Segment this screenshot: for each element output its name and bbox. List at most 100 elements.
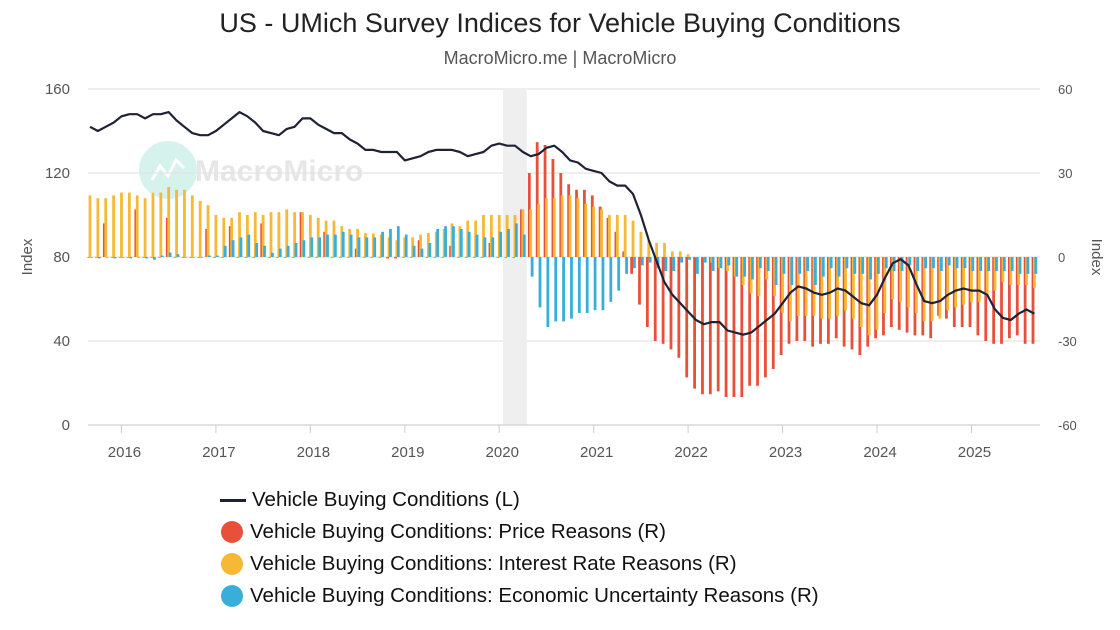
- bar-price-reasons: [740, 257, 744, 397]
- bar-economic-uncertainty-reasons: [514, 223, 518, 257]
- bar-economic-uncertainty-reasons: [743, 257, 747, 277]
- bar-economic-uncertainty-reasons: [664, 257, 668, 271]
- bar-economic-uncertainty-reasons: [593, 257, 597, 311]
- bar-interest-rate-reasons: [757, 257, 761, 297]
- bar-interest-rate-reasons: [364, 233, 367, 257]
- bar-economic-uncertainty-reasons: [286, 245, 290, 257]
- bar-price-reasons: [732, 257, 736, 397]
- bar-interest-rate-reasons: [489, 215, 493, 257]
- bar-price-reasons: [764, 257, 767, 378]
- bar-interest-rate-reasons: [167, 187, 171, 257]
- watermark-logo: MacroMicro: [139, 141, 363, 199]
- bar-price-reasons: [1031, 257, 1035, 344]
- bar-economic-uncertainty-reasons: [271, 252, 274, 257]
- bar-price-reasons: [307, 257, 311, 258]
- left-tick-label: 160: [45, 81, 70, 98]
- bar-economic-uncertainty-reasons: [703, 257, 707, 263]
- bar-economic-uncertainty-reasons: [412, 245, 416, 257]
- bar-price-reasons: [409, 257, 413, 258]
- right-tick-label: 0: [1058, 250, 1065, 265]
- bar-interest-rate-reasons: [820, 257, 824, 319]
- bar-economic-uncertainty-reasons: [373, 237, 377, 257]
- bar-interest-rate-reasons: [608, 215, 611, 257]
- bar-interest-rate-reasons: [623, 215, 627, 257]
- bar-economic-uncertainty-reasons: [247, 234, 251, 257]
- bar-price-reasons: [283, 257, 287, 258]
- bar-economic-uncertainty-reasons: [829, 257, 833, 269]
- bar-interest-rate-reasons: [773, 257, 777, 297]
- bar-economic-uncertainty-reasons: [294, 243, 298, 257]
- x-tick-label: 2021: [580, 444, 613, 461]
- bar-economic-uncertainty-reasons: [790, 257, 794, 285]
- bar-interest-rate-reasons: [277, 212, 281, 257]
- bar-price-reasons: [87, 257, 90, 258]
- bar-price-reasons: [756, 257, 759, 386]
- bar-economic-uncertainty-reasons: [459, 229, 463, 257]
- bar-economic-uncertainty-reasons: [357, 237, 361, 257]
- bar-economic-uncertainty-reasons: [452, 226, 455, 257]
- bar-economic-uncertainty-reasons: [176, 254, 180, 257]
- bar-economic-uncertainty-reasons: [735, 257, 739, 277]
- bar-economic-uncertainty-reasons: [939, 257, 943, 271]
- bar-economic-uncertainty-reasons: [900, 257, 904, 271]
- bar-price-reasons: [897, 257, 901, 330]
- watermark-text: MacroMicro: [195, 155, 363, 188]
- bar-economic-uncertainty-reasons: [97, 257, 101, 259]
- bar-price-reasons: [638, 257, 641, 305]
- bar-interest-rate-reasons: [568, 195, 572, 257]
- bar-price-reasons: [929, 257, 933, 339]
- circle-swatch-icon: [221, 553, 243, 575]
- bar-price-reasons: [268, 257, 272, 258]
- bar-price-reasons: [905, 257, 909, 333]
- bar-price-reasons: [378, 257, 382, 258]
- bar-interest-rate-reasons: [112, 195, 116, 257]
- bar-interest-rate-reasons: [96, 198, 100, 257]
- bar-economic-uncertainty-reasons: [633, 257, 636, 269]
- bar-economic-uncertainty-reasons: [711, 257, 715, 271]
- bar-price-reasons: [685, 257, 689, 378]
- bar-price-reasons: [716, 257, 720, 392]
- bar-interest-rate-reasons: [670, 251, 674, 257]
- bar-price-reasons: [220, 257, 224, 258]
- legend-label: Vehicle Buying Conditions (L): [252, 488, 520, 511]
- bar-price-reasons: [464, 257, 468, 258]
- bar-interest-rate-reasons: [765, 257, 769, 280]
- legend-item-price-reasons[interactable]: Vehicle Buying Conditions: Price Reasons…: [220, 516, 819, 548]
- x-tick-label: 2022: [674, 444, 707, 461]
- bar-interest-rate-reasons: [789, 257, 792, 322]
- bar-interest-rate-reasons: [812, 257, 816, 316]
- bar-economic-uncertainty-reasons: [365, 237, 369, 257]
- bar-interest-rate-reasons: [647, 240, 651, 257]
- bar-economic-uncertainty-reasons: [916, 257, 920, 271]
- bar-price-reasons: [158, 257, 161, 258]
- bar-price-reasons: [1023, 257, 1027, 344]
- bar-price-reasons: [150, 257, 153, 258]
- right-tick-label: 60: [1058, 82, 1072, 97]
- bar-interest-rate-reasons: [143, 198, 147, 257]
- bar-interest-rate-reasons: [529, 209, 533, 257]
- x-tick-label: 2019: [391, 444, 424, 461]
- bar-price-reasons: [630, 257, 634, 274]
- bar-interest-rate-reasons: [930, 257, 934, 322]
- bar-price-reasons: [480, 257, 484, 258]
- bar-price-reasons: [197, 257, 201, 258]
- bar-economic-uncertainty-reasons: [200, 257, 203, 258]
- bar-economic-uncertainty-reasons: [530, 257, 534, 277]
- bar-economic-uncertainty-reasons: [239, 237, 243, 257]
- bar-interest-rate-reasons: [230, 217, 234, 257]
- legend-item-vehicle-buying-conditions[interactable]: Vehicle Buying Conditions (L): [220, 484, 819, 516]
- bar-economic-uncertainty-reasons: [947, 257, 951, 266]
- bar-economic-uncertainty-reasons: [617, 257, 621, 291]
- bar-price-reasons: [331, 257, 334, 258]
- bar-economic-uncertainty-reasons: [278, 248, 282, 257]
- bar-interest-rate-reasons: [749, 257, 753, 294]
- bar-economic-uncertainty-reasons: [766, 257, 770, 271]
- bar-economic-uncertainty-reasons: [507, 229, 510, 257]
- legend-item-economic-uncertainty-reasons[interactable]: Vehicle Buying Conditions: Economic Unce…: [220, 580, 819, 612]
- bar-economic-uncertainty-reasons: [333, 234, 337, 257]
- bar-interest-rate-reasons: [970, 257, 973, 302]
- bar-economic-uncertainty-reasons: [475, 234, 479, 257]
- legend-item-interest-rate-reasons[interactable]: Vehicle Buying Conditions: Interest Rate…: [220, 548, 819, 580]
- bar-economic-uncertainty-reasons: [302, 240, 306, 257]
- bar-interest-rate-reasons: [946, 257, 950, 311]
